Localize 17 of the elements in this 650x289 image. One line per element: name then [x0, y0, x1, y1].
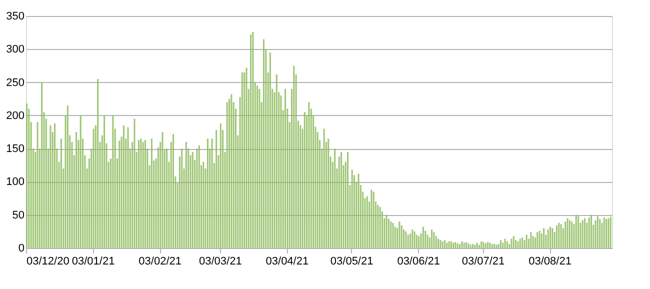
y-tick-label: 350 — [6, 10, 24, 22]
x-tick-label: 03/08/21 — [528, 256, 572, 268]
y-tick-label: 100 — [6, 176, 24, 188]
x-tick-label: 03/12/20 — [26, 256, 70, 268]
y-tick-label: 250 — [6, 76, 24, 89]
x-tick-label: 03/03/21 — [198, 256, 242, 268]
x-tick-label: 03/04/21 — [266, 256, 309, 268]
x-tick-label: 03/06/21 — [397, 256, 440, 268]
y-tick-label: 300 — [6, 44, 24, 56]
y-tick-label: 0 — [18, 242, 24, 254]
x-tick-label: 03/02/21 — [138, 256, 182, 268]
y-tick-label: 50 — [12, 209, 24, 222]
x-tick-label: 03/05/21 — [330, 256, 374, 268]
y-tick-label: 150 — [6, 143, 24, 156]
x-tick-label: 03/07/21 — [462, 256, 505, 268]
y-tick-label: 200 — [6, 110, 24, 122]
x-tick-label: 03/01/21 — [72, 256, 115, 268]
